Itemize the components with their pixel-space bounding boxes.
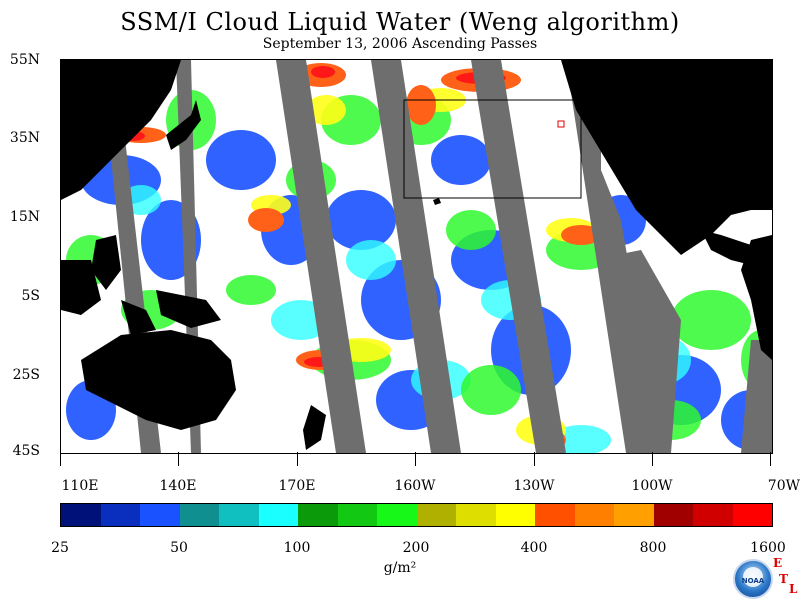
colorbar-cell [179, 504, 219, 526]
etl-letter: L [789, 582, 798, 596]
colorbar [60, 503, 773, 527]
lon-tick [415, 452, 416, 466]
colorbar-label: 200 [402, 540, 430, 556]
chart-subtitle: September 13, 2006 Ascending Passes [262, 36, 538, 52]
colorbar-cell [416, 504, 456, 526]
lon-tick [534, 452, 535, 466]
colorbar-cell [732, 504, 772, 526]
colorbar-cell [535, 504, 575, 526]
lon-label: 170E [278, 478, 316, 494]
lon-label: 110E [61, 478, 99, 494]
lat-label: 55N [9, 52, 40, 68]
lon-label: 140E [159, 478, 197, 494]
etl-letter: E [773, 556, 783, 570]
lat-label: 45S [12, 443, 40, 459]
colorbar-cell [298, 504, 338, 526]
noaa-logo-icon: NOAA [733, 559, 773, 599]
colorbar-cell [61, 504, 101, 526]
swath-gap-2 [276, 60, 366, 453]
land-masses [61, 60, 772, 450]
lon-tick [297, 452, 298, 466]
colorbar-label: 400 [520, 540, 548, 556]
lon-label: 160W [394, 478, 436, 494]
lat-label: 25S [12, 367, 40, 383]
colorbar-cell [100, 504, 140, 526]
colorbar-cell [337, 504, 377, 526]
colorbar-cell [495, 504, 535, 526]
colorbar-label: 50 [170, 540, 188, 556]
colorbar-cell [653, 504, 693, 526]
colorbar-cell [614, 504, 654, 526]
lon-tick [178, 452, 179, 466]
lon-tick [770, 452, 771, 466]
colorbar-label: 800 [639, 540, 667, 556]
etl-letter: T [779, 572, 788, 586]
units-label: g/m² [383, 560, 417, 576]
colorbar-cell [693, 504, 733, 526]
colorbar-cell [258, 504, 298, 526]
lon-tick [60, 452, 61, 466]
subregion-box [403, 99, 582, 199]
lat-label: 5S [21, 288, 41, 304]
lat-label: 35N [9, 130, 40, 146]
colorbar-label: 100 [283, 540, 311, 556]
colorbar-cell [574, 504, 614, 526]
noaa-logo-text: NOAA [741, 577, 765, 585]
colorbar-cell [140, 504, 180, 526]
lon-label: 70W [767, 478, 800, 494]
chart-title: SSM/I Cloud Liquid Water (Weng algorithm… [120, 8, 680, 36]
colorbar-label: 25 [51, 540, 69, 556]
map-panel [60, 59, 773, 454]
lon-label: 100W [631, 478, 673, 494]
colorbar-cell [377, 504, 417, 526]
lat-label: 15N [9, 209, 40, 225]
map-image [61, 60, 772, 453]
colorbar-label: 1600 [750, 540, 786, 556]
site-marker [557, 120, 565, 128]
colorbar-cell [456, 504, 496, 526]
lon-tick [652, 452, 653, 466]
lon-label: 130W [513, 478, 555, 494]
colorbar-cell [219, 504, 259, 526]
